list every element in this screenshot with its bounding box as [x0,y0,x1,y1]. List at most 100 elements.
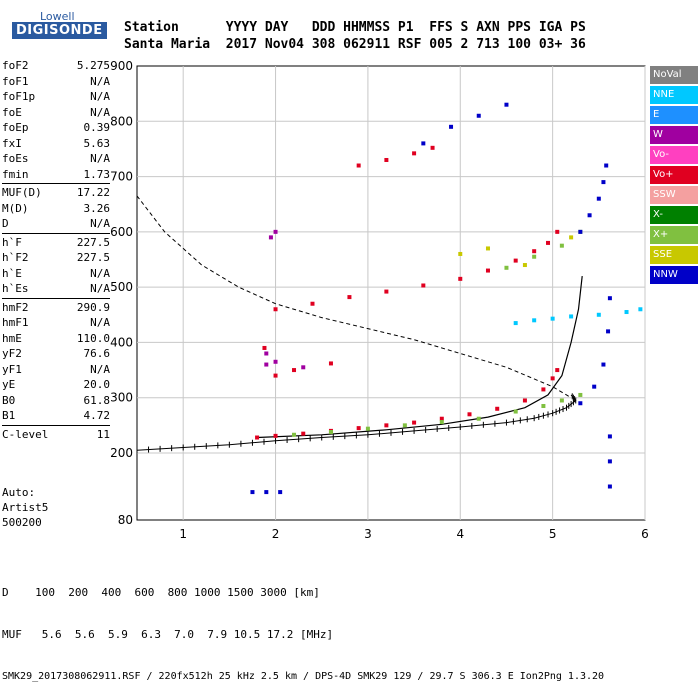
data-point [596,196,601,201]
param-value: 0.39 [83,121,111,134]
param-value: 76.6 [83,347,111,360]
plot-frame [136,65,646,521]
data-point [638,307,643,312]
x-tick-label: 2 [272,527,280,541]
y-tick-label: 700 [110,170,133,184]
x-tick-label: 5 [549,527,557,541]
data-point [412,151,417,156]
data-point [439,420,444,425]
data-point [384,157,389,162]
param-value: N/A [90,152,110,165]
data-point [559,243,564,248]
data-point [365,426,370,431]
param-key: foE [2,105,22,119]
param-value: 5.63 [83,136,111,150]
param-row: yE 20.0 [2,377,110,393]
param-value: N/A [90,282,110,295]
data-point [476,416,481,421]
param-row: MUF(D) 17.22 [2,185,110,201]
param-row: B0 61.8 [2,393,110,409]
param-row: B1 4.72 [2,408,110,424]
param-row: foF1 N/A [2,74,110,90]
param-value: 17.22 [76,186,110,199]
param-value: 1.73 [83,167,111,181]
logo-digisonde: DIGISONDE [12,22,107,39]
data-point [485,246,490,251]
param-key: hmF1 [2,316,29,329]
data-point [449,124,454,129]
data-point [587,213,592,218]
legend-item: NNE [650,86,698,104]
data-point [476,113,481,118]
data-point [532,249,537,254]
footer-distance: D 100 200 400 600 800 1000 1500 3000 [km… [2,586,320,599]
data-point [292,432,297,437]
param-value: N/A [90,74,110,88]
footer: D 100 200 400 600 800 1000 1500 3000 [km… [2,558,604,698]
data-point [262,345,267,350]
data-point [559,398,564,403]
auto-label: Auto: [2,486,36,499]
param-key: hmF2 [2,300,29,314]
param-key: B0 [2,393,16,407]
data-point [495,406,500,411]
legend-item: X+ [650,226,698,244]
x-tick-label: 3 [364,527,372,541]
data-point [504,265,509,270]
data-point [513,321,518,326]
param-key: fmin [2,167,29,181]
data-point [513,258,518,263]
data-point [421,141,426,146]
parameter-panel: foF2 5.275 foF1 N/A foF1p N/A foE N/A foEp 0.39 fx… [2,58,110,442]
data-point [250,490,255,495]
param-key: h`F2 [2,251,29,264]
legend-item: X- [650,206,698,224]
param-separator [2,183,110,184]
data-point [402,423,407,428]
data-point [310,301,315,306]
legend-item: NNW [650,266,698,284]
x-tick-label: 1 [179,527,187,541]
footer-file: SMK29_2017308062911.RSF / 220fx512h 25 k… [2,671,605,682]
param-key: B1 [2,409,16,422]
param-key: fxI [2,136,22,150]
y-tick-label: 900 [110,59,133,73]
param-key: h`Es [2,282,29,295]
data-point [607,434,612,439]
legend: NoVal NNE E W Vo- Vo+ SSW X- X+ SSE NNW [650,66,698,286]
data-point [513,409,518,414]
param-value: 227.5 [76,235,110,249]
param-key: yF1 [2,362,22,376]
param-value: N/A [90,362,110,376]
legend-item: SSW [650,186,698,204]
param-key: foF2 [2,59,29,72]
data-point [384,289,389,294]
data-point [578,392,583,397]
param-row: foF2 5.275 [2,58,110,74]
data-point [268,235,273,240]
param-key: h`E [2,266,22,280]
data-point [458,276,463,281]
data-point [546,240,551,245]
autoscaling-info: Auto: Artist5 500200 [2,485,48,530]
data-point [356,163,361,168]
y-tick-label: 400 [110,335,133,349]
param-row: fmin 1.73 [2,167,110,183]
data-point [624,310,629,315]
legend-item: W [650,126,698,144]
param-value: N/A [90,316,110,329]
x-tick-label: 4 [456,527,464,541]
param-separator [2,232,110,234]
param-row: yF1 N/A [2,362,110,378]
param-key: foEp [2,121,29,134]
param-value: N/A [90,105,110,119]
ionogram-chart: 1 2 3 4 5 6 80 200 300 400 500 600 700 800 900 [110,59,649,541]
data-point [273,433,278,438]
param-separator [2,424,110,426]
y-tick-label: 500 [110,280,133,294]
data-point [569,235,574,240]
data-point [278,490,283,495]
data-point [264,490,269,495]
data-point [606,329,611,334]
data-point [328,361,333,366]
